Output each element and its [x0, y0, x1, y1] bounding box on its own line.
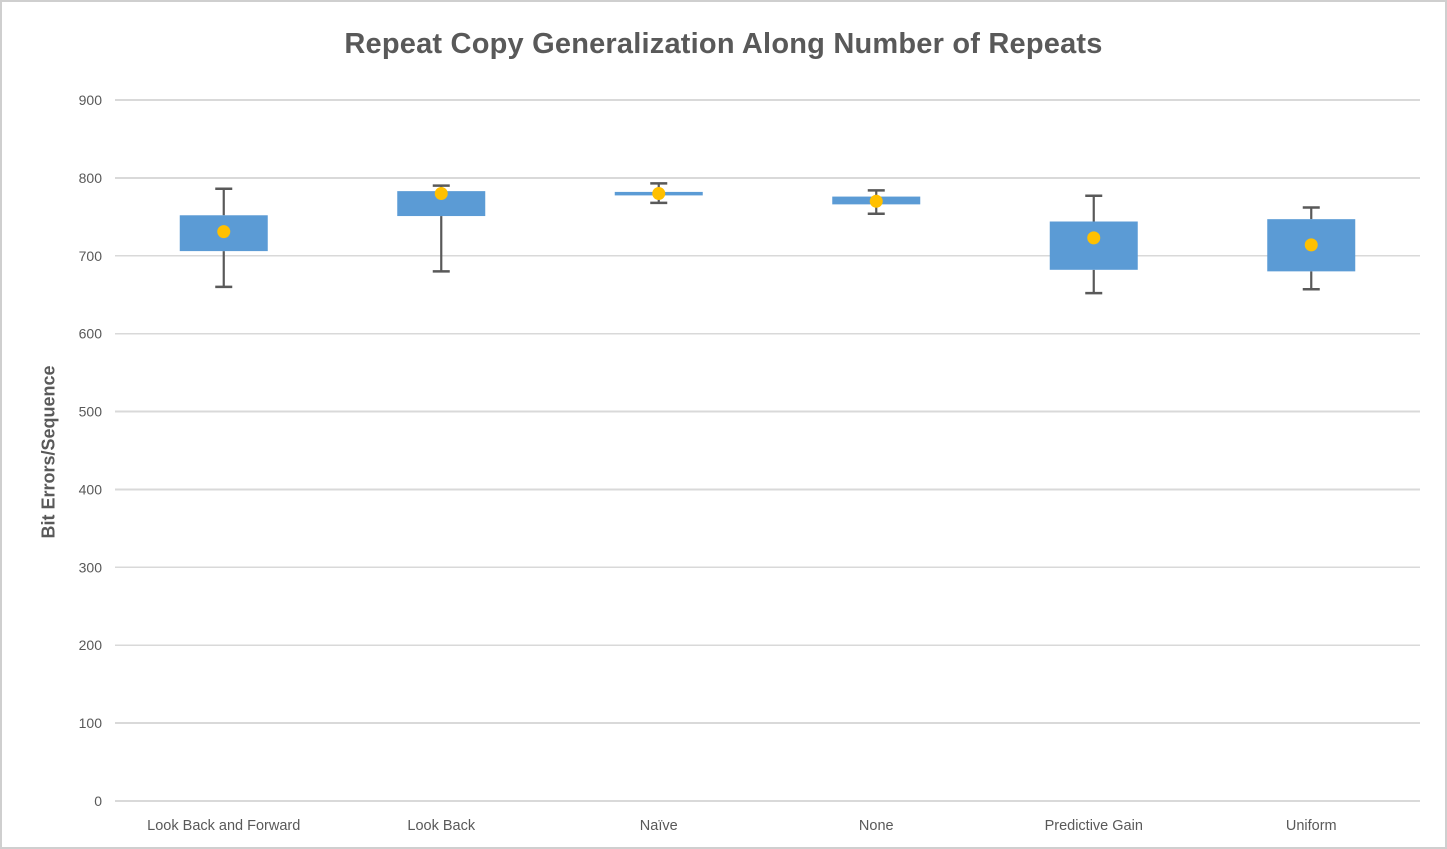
mean-marker — [1087, 231, 1101, 245]
x-category-label: Predictive Gain — [1045, 818, 1143, 834]
y-tick-label: 200 — [79, 637, 103, 653]
x-category-label: Uniform — [1286, 818, 1337, 834]
x-category-label: Look Back — [407, 818, 475, 834]
y-tick-label: 700 — [79, 248, 103, 264]
x-category-label: Naïve — [640, 818, 678, 834]
y-tick-label: 400 — [79, 481, 103, 497]
x-category-label: None — [859, 818, 894, 834]
y-tick-label: 800 — [79, 170, 103, 186]
y-tick-label: 0 — [94, 793, 102, 809]
y-tick-label: 500 — [79, 404, 103, 420]
mean-marker — [869, 194, 883, 208]
iqr-box — [1049, 221, 1138, 270]
mean-marker — [217, 225, 231, 239]
y-tick-label: 300 — [79, 559, 103, 575]
y-tick-label: 100 — [79, 715, 103, 731]
chart-title: Repeat Copy Generalization Along Number … — [344, 28, 1103, 60]
x-category-label: Look Back and Forward — [147, 818, 300, 834]
mean-marker — [1304, 238, 1318, 252]
mean-marker — [434, 186, 448, 200]
y-tick-label: 900 — [79, 92, 103, 108]
mean-marker — [652, 186, 666, 200]
y-tick-label: 600 — [79, 326, 103, 342]
